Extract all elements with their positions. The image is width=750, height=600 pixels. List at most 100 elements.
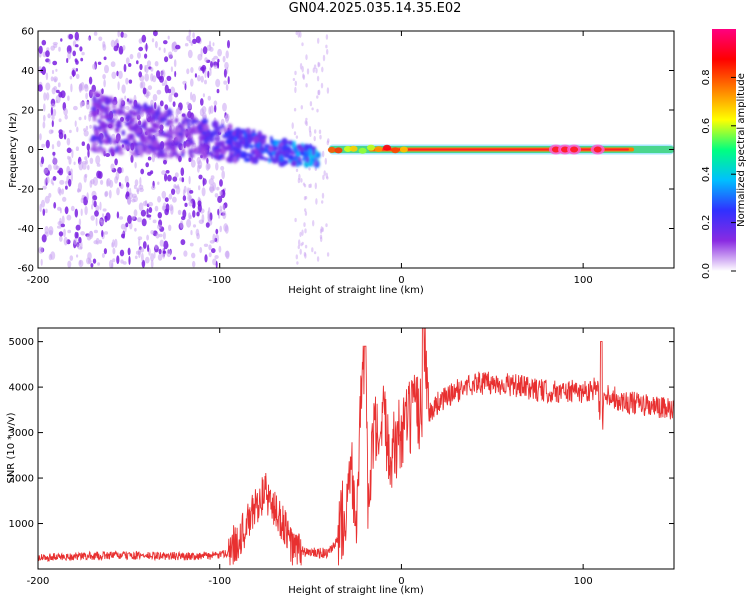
spectrogram-cell <box>202 177 205 187</box>
spectrogram-cell <box>307 148 313 154</box>
spectrogram-cell <box>101 230 104 238</box>
spectrogram-cell <box>325 44 328 49</box>
spectrogram-cell <box>294 70 297 76</box>
spectrogram-cell <box>141 252 144 262</box>
spectrogram-cell <box>124 175 129 184</box>
spectrogram-cell <box>134 161 137 169</box>
spectrogram-cell <box>78 218 82 227</box>
spectrogram-cell <box>92 116 97 122</box>
spectrogram-cell <box>124 95 127 100</box>
spectrogram-cell <box>179 220 184 229</box>
spectrogram-cell <box>42 185 47 190</box>
spectrogram-cell <box>167 174 172 182</box>
spectrogram-cell <box>326 48 329 55</box>
spectrogram-cell <box>168 193 173 200</box>
spectrogram-cell <box>171 42 174 52</box>
spectrogram-cell <box>125 140 130 145</box>
spectrogram-cell <box>222 102 227 112</box>
spectrogram-cell <box>301 42 304 47</box>
spectrogram-cell <box>186 187 190 196</box>
spectrogram-cell <box>240 150 247 159</box>
spectrogram-cell <box>252 135 260 144</box>
spectrogram-cell <box>162 231 166 240</box>
spectrogram-cell <box>308 167 311 171</box>
spectrogram-cell <box>150 67 154 72</box>
spectrogram-cell <box>43 103 46 112</box>
spectrogram-cell <box>299 231 302 238</box>
spectrogram-cell <box>213 64 218 69</box>
spectrogram-cell <box>273 145 278 151</box>
spectrogram-cell <box>159 100 164 107</box>
spectrogram-cell <box>188 148 193 156</box>
spectrogram-cell <box>121 129 126 136</box>
spectrogram-cell <box>103 133 108 138</box>
spectrogram-cell <box>84 173 88 178</box>
spectrogram-cell <box>92 176 98 186</box>
spectrogram-cell <box>56 140 61 148</box>
spectrogram-cell <box>187 49 193 59</box>
spectrogram-cell <box>76 126 79 133</box>
spectrogram-cell <box>129 134 134 140</box>
spectrogram-cell <box>349 145 358 152</box>
spectrogram-cell <box>197 200 202 207</box>
spectrogram-cell <box>48 192 52 198</box>
spectrogram-cell <box>104 98 112 104</box>
spectrogram-hot-spot-core <box>551 146 560 153</box>
spectrogram-cell <box>103 248 107 255</box>
spectrogram-cell <box>70 172 74 182</box>
spectrogram-cell <box>298 239 301 247</box>
spectrogram-cell <box>311 247 314 253</box>
spectrogram-cell <box>300 178 303 183</box>
spectrogram-cell <box>158 248 162 255</box>
spectrogram-cell <box>210 61 213 68</box>
spectrogram-cell <box>158 147 165 156</box>
spectrogram-cell <box>58 188 62 196</box>
spectrogram-cell <box>72 69 75 78</box>
spectrogram-cell <box>55 68 58 72</box>
spectrogram-cell <box>98 36 103 42</box>
spectrogram-cell <box>324 157 327 165</box>
spectrogram-cell <box>69 129 72 134</box>
spectrogram-cell <box>299 161 303 166</box>
spectrogram-cell <box>168 94 173 103</box>
spectrogram-cell <box>170 66 173 72</box>
spectrogram-cell <box>200 98 204 106</box>
spectrogram-cell <box>167 88 172 94</box>
spectrogram-cell <box>209 186 214 192</box>
spectrogram-cell <box>108 136 112 144</box>
spectrogram-cell <box>220 140 226 148</box>
spectrogram-cell <box>75 44 79 48</box>
spectrogram-cell <box>110 39 116 48</box>
spectrogram-cell <box>159 131 163 137</box>
spectrogram-cell <box>94 131 100 137</box>
spectrogram-xtick-label: 0 <box>398 275 404 286</box>
spectrogram-cell <box>53 163 58 170</box>
spectrogram-cell <box>78 116 82 121</box>
spectrogram-cell <box>112 247 116 255</box>
spectrogram-cell <box>115 129 120 134</box>
spectrogram-cell <box>182 189 186 197</box>
spectrogram-cell <box>220 165 225 171</box>
spectrogram-cell <box>165 145 170 149</box>
spectrogram-cell <box>58 118 62 123</box>
spectrogram-cell <box>113 140 119 145</box>
spectrogram-cell <box>174 70 177 78</box>
spectrogram-cell <box>95 237 100 245</box>
spectrogram-cell <box>78 236 82 244</box>
spectrogram-cell <box>214 148 221 154</box>
spectrogram-cell <box>168 153 174 159</box>
spectrogram-cell <box>91 84 96 93</box>
spectrogram-cell <box>101 253 105 258</box>
spectrogram-cell <box>301 241 304 246</box>
spectrogram-cell <box>219 190 223 196</box>
spectrogram-cell <box>151 38 155 43</box>
spectrogram-cell <box>73 105 78 111</box>
spectrogram-cell <box>85 101 90 110</box>
spectrogram-cell <box>82 161 87 165</box>
spectrogram-cell <box>50 76 54 82</box>
spectrogram-cell <box>152 150 157 155</box>
spectrogram-cell <box>136 112 141 119</box>
spectrogram-cell <box>139 81 143 89</box>
spectrogram-ylabel: Frequency (Hz) <box>8 112 19 188</box>
spectrogram-cell <box>136 60 139 65</box>
